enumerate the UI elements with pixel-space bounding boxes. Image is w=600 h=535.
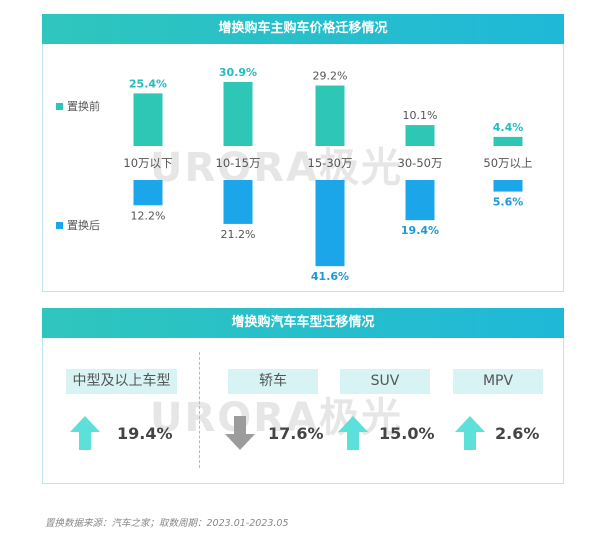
category-label: 50万以上 (483, 156, 532, 170)
bar-after (315, 180, 345, 267)
category-label: 30-50万 (398, 156, 443, 170)
bar-before (493, 136, 523, 146)
watermark: URORA极光 (150, 145, 404, 191)
model-pct-midsize: 19.4% (117, 424, 173, 443)
bar-after (223, 180, 253, 224)
model-pct-mpv: 2.6% (495, 424, 540, 443)
bar-after (133, 180, 163, 206)
data-label-before: 30.9% (219, 66, 257, 79)
arrow-up-icon (338, 416, 368, 450)
divider (199, 352, 200, 468)
bar-after (493, 180, 523, 192)
legend-label: 置换前 (67, 99, 100, 113)
category-label: 10-15万 (216, 156, 261, 170)
model-pct-suv: 15.0% (379, 424, 435, 443)
data-label-before: 25.4% (129, 77, 167, 90)
arrow-up-icon (70, 416, 100, 450)
legend-swatch (56, 222, 63, 229)
footnote: 置换数据来源：汽车之家；取数周期：2023.01-2023.05 (45, 518, 289, 529)
bar-before (315, 85, 345, 146)
legend-swatch (56, 103, 63, 110)
bar-after (405, 180, 435, 221)
data-label-before: 4.4% (493, 121, 524, 134)
data-label-after: 21.2% (221, 228, 256, 241)
model-tag-sedan: 轿车 (228, 369, 318, 394)
bar-before (223, 82, 253, 146)
model-migration-panel: 增换购汽车车型迁移情况 (42, 308, 564, 484)
data-label-before: 10.1% (403, 109, 438, 122)
category-label: 15-30万 (308, 156, 353, 170)
model-tag-mpv: MPV (453, 369, 543, 394)
legend-label: 置换后 (67, 218, 100, 232)
data-label-after: 19.4% (401, 224, 439, 237)
data-label-after: 5.6% (493, 196, 524, 209)
watermark: URORA极光 (150, 395, 404, 441)
data-label-after: 12.2% (131, 209, 166, 222)
price-migration-title: 增换购车主购车价格迁移情况 (42, 14, 564, 44)
price-migration-panel: 增换购车主购车价格迁移情况 (42, 14, 564, 292)
arrow-down-icon (225, 416, 255, 450)
category-label: 10万以下 (123, 156, 172, 170)
bar-before (405, 125, 435, 146)
model-tag-suv: SUV (340, 369, 430, 394)
arrow-up-icon (455, 416, 485, 450)
data-label-before: 29.2% (313, 70, 348, 83)
model-tag-midsize: 中型及以上车型 (66, 369, 177, 394)
data-label-after: 41.6% (311, 270, 349, 283)
model-pct-sedan: 17.6% (268, 424, 324, 443)
model-migration-title: 增换购汽车车型迁移情况 (42, 308, 564, 338)
bar-before (133, 93, 163, 146)
